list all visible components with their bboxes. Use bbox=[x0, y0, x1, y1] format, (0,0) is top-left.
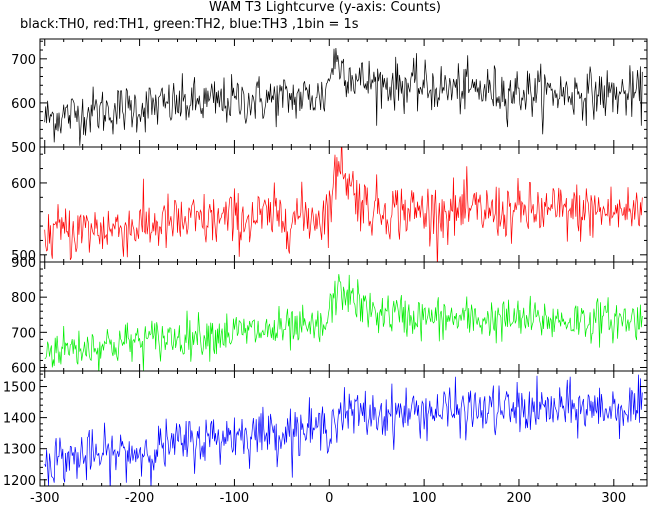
y-tick-label: 1300 bbox=[3, 443, 36, 458]
series-line-th0 bbox=[44, 47, 643, 146]
x-tick-label: 300 bbox=[601, 491, 626, 505]
y-tick-label: 1200 bbox=[3, 474, 36, 489]
chart-title: WAM T3 Lightcurve (y-axis: Counts) bbox=[209, 0, 441, 15]
y-tick-label: 900 bbox=[11, 256, 36, 271]
x-tick-label: -200 bbox=[125, 491, 155, 505]
series-line-th2 bbox=[44, 274, 643, 371]
y-tick-label: 500 bbox=[11, 141, 36, 156]
y-tick-label: 700 bbox=[11, 53, 36, 68]
y-tick-label: 700 bbox=[11, 326, 36, 341]
y-tick-label: 600 bbox=[11, 361, 36, 376]
y-tick-label: 800 bbox=[11, 291, 36, 306]
series-line-th3 bbox=[44, 374, 643, 486]
panel-frame-th1 bbox=[39, 146, 648, 263]
panel-frame-th3 bbox=[39, 370, 648, 487]
y-tick-label: 500 bbox=[11, 249, 36, 264]
x-tick-label: 0 bbox=[325, 491, 333, 505]
x-tick-label: -300 bbox=[30, 491, 60, 505]
y-tick-label: 600 bbox=[11, 177, 36, 192]
series-line-th1 bbox=[44, 147, 643, 262]
y-tick-label: 600 bbox=[11, 97, 36, 112]
y-tick-label: 1400 bbox=[3, 412, 36, 427]
panel-frame-th0 bbox=[39, 38, 648, 148]
x-tick-label: -100 bbox=[220, 491, 250, 505]
x-tick-label: 100 bbox=[412, 491, 437, 505]
y-tick-label: 1500 bbox=[3, 381, 36, 396]
x-tick-label: 200 bbox=[507, 491, 532, 505]
chart-subtitle: black:TH0, red:TH1, green:TH2, blue:TH3 … bbox=[20, 17, 359, 32]
